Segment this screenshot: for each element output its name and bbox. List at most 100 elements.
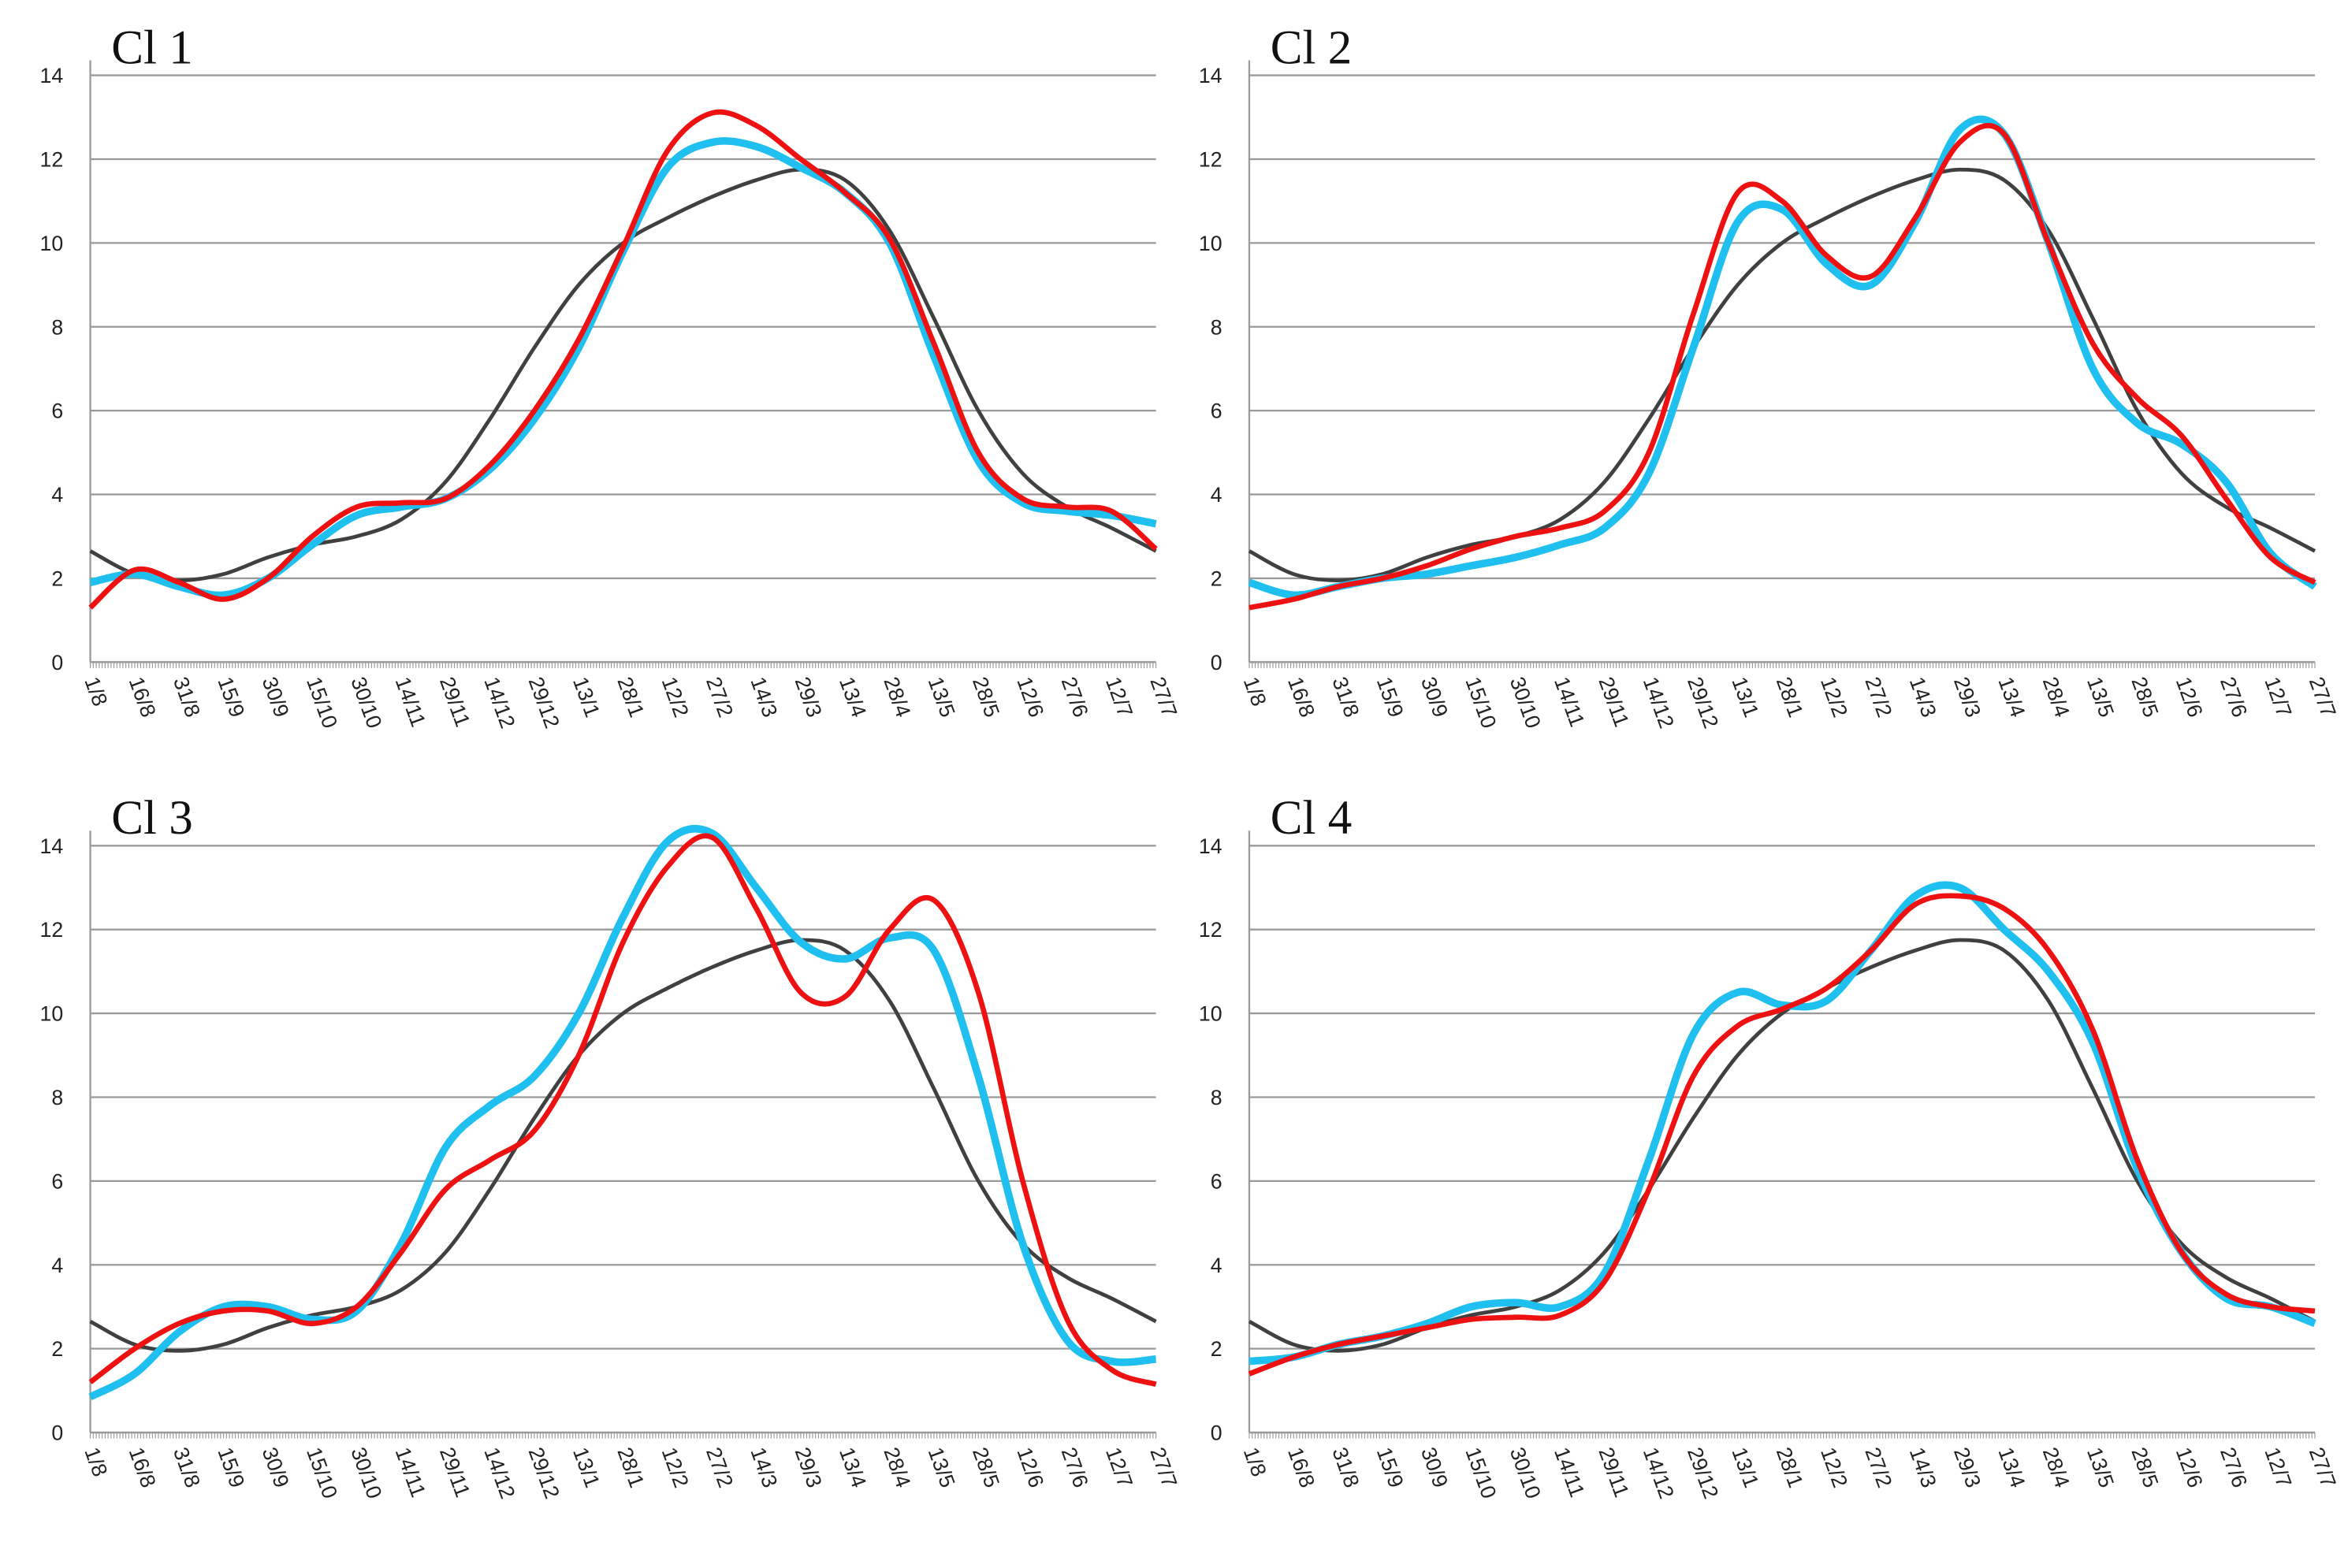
y-tick-label: 8 [1211,1086,1222,1109]
y-tick-label: 12 [39,148,63,172]
y-tick-label: 2 [1211,567,1222,590]
series-line [1248,123,2316,611]
x-tick-label: 28/1 [1772,674,1808,720]
x-tick-label: 29/12 [524,674,564,731]
x-tick-label: 29/11 [435,674,474,730]
x-tick-label: 13/1 [568,674,605,720]
y-tick-label: 8 [51,1086,63,1109]
x-tick-label: 27/2 [1860,674,1896,720]
y-tick-label: 14 [39,834,63,858]
x-tick-label: 15/9 [213,674,249,720]
x-tick-label: 27/2 [1860,1444,1896,1491]
x-tick-label: 14/12 [479,674,519,731]
x-tick-label: 12/6 [1012,1444,1048,1491]
x-tick-label: 27/6 [1057,674,1093,720]
x-tick-label: 27/2 [701,674,738,720]
x-tick-label: 14/3 [1905,1444,1941,1491]
x-tick-label: 15/10 [1461,1444,1501,1502]
series-line [89,938,1157,1353]
y-tick-label: 4 [51,483,63,507]
chart-panel: Cl 2 0 2 4 6 8 10 12 14 1/8 16/8 31/8 15/9 30/9 15/10 3… [1199,21,2341,731]
x-tick-label: 14/12 [479,1444,519,1502]
x-tick-label: 29/12 [1683,674,1723,731]
x-tick-label: 27/6 [1057,1444,1093,1491]
x-tick-label: 29/12 [1683,1444,1723,1502]
x-tick-label: 29/3 [1949,674,1985,720]
x-tick-label: 14/3 [746,1444,782,1491]
x-tick-label: 1/8 [80,1444,112,1480]
chart-title: Cl 4 [1271,792,1353,845]
x-tick-label: 1/8 [1239,1444,1271,1480]
x-tick-label: 16/8 [1283,1444,1319,1491]
x-tick-label: 28/5 [2127,1444,2163,1491]
x-tick-label: 12/2 [657,1444,694,1491]
x-tick-label: 15/9 [1372,674,1408,720]
x-tick-label: 27/6 [2216,674,2252,720]
y-tick-label: 0 [1211,1421,1222,1445]
x-tick-label: 15/9 [1372,1444,1408,1491]
x-tick-label: 30/9 [1416,674,1453,720]
x-tick-label: 28/1 [1772,1444,1808,1491]
series-line [88,833,1157,1388]
x-tick-label: 29/11 [435,1444,474,1500]
x-tick-label: 12/6 [2171,1444,2208,1491]
y-tick-label: 0 [51,1421,63,1445]
chart-panel: Cl 1 0 2 4 6 8 10 12 14 1/8 16/8 31/8 15/9 30/9 15/10 3… [39,21,1181,731]
x-tick-label: 14/11 [391,1444,430,1500]
y-tick-label: 0 [51,651,63,674]
x-tick-label: 30/10 [346,1444,386,1502]
series-line [88,109,1158,610]
y-tick-label: 10 [39,232,63,255]
x-tick-label: 30/9 [258,1444,294,1491]
x-tick-label: 27/2 [701,1444,738,1491]
x-tick-label: 30/9 [258,674,294,720]
y-tick-label: 2 [51,1337,63,1361]
x-tick-label: 30/10 [1505,1444,1546,1502]
x-tick-label: 12/2 [1816,674,1852,720]
x-tick-label: 29/12 [524,1444,564,1502]
x-tick-label: 14/11 [1550,1444,1589,1500]
series-line [1248,115,2317,599]
x-tick-label: 28/4 [879,674,915,720]
y-tick-label: 4 [1211,1254,1222,1277]
x-tick-label: 16/8 [125,674,161,720]
x-tick-label: 28/5 [968,674,1004,720]
chart-panel: Cl 3 0 2 4 6 8 10 12 14 1/8 16/8 31/8 15/9 30/9 15/10 3… [39,792,1181,1502]
x-tick-label: 27/7 [1145,1444,1181,1491]
x-tick-label: 27/6 [2216,1444,2252,1491]
x-tick-label: 13/4 [835,674,871,720]
y-tick-label: 0 [1211,651,1222,674]
x-tick-label: 13/4 [835,1444,871,1491]
x-tick-label: 13/4 [1993,1444,2030,1491]
x-tick-label: 31/8 [169,674,205,720]
x-tick-label: 13/1 [1727,674,1763,720]
y-tick-label: 8 [51,315,63,339]
x-tick-label: 31/8 [1327,1444,1364,1491]
x-tick-label: 31/8 [1327,674,1364,720]
x-tick-label: 13/4 [1993,674,2030,720]
x-tick-label: 31/8 [169,1444,205,1491]
chart-title: Cl 2 [1271,21,1353,74]
x-tick-label: 13/5 [924,674,960,720]
x-tick-label: 28/5 [968,1444,1004,1491]
x-tick-label: 14/11 [391,674,430,730]
x-tick-label: 15/10 [1461,674,1501,731]
x-tick-label: 12/7 [1101,1444,1137,1491]
chart-panel: Cl 4 0 2 4 6 8 10 12 14 1/8 16/8 31/8 15/9 30/9 15/10 3… [1199,792,2341,1502]
series-line [89,137,1157,600]
x-tick-label: 1/8 [1239,674,1271,709]
x-tick-label: 12/6 [1012,674,1048,720]
x-tick-label: 28/5 [2127,674,2163,720]
x-tick-label: 16/8 [1283,674,1319,720]
x-tick-label: 1/8 [80,674,112,709]
x-tick-label: 27/7 [1145,674,1181,720]
x-tick-label: 29/11 [1594,1444,1633,1500]
y-tick-label: 2 [1211,1337,1222,1361]
x-tick-label: 28/4 [879,1444,915,1491]
x-tick-label: 12/2 [657,674,694,720]
x-tick-label: 14/12 [1639,1444,1679,1502]
x-tick-label: 29/3 [791,674,827,720]
y-tick-label: 8 [1211,315,1222,339]
x-tick-label: 30/9 [1416,1444,1453,1491]
